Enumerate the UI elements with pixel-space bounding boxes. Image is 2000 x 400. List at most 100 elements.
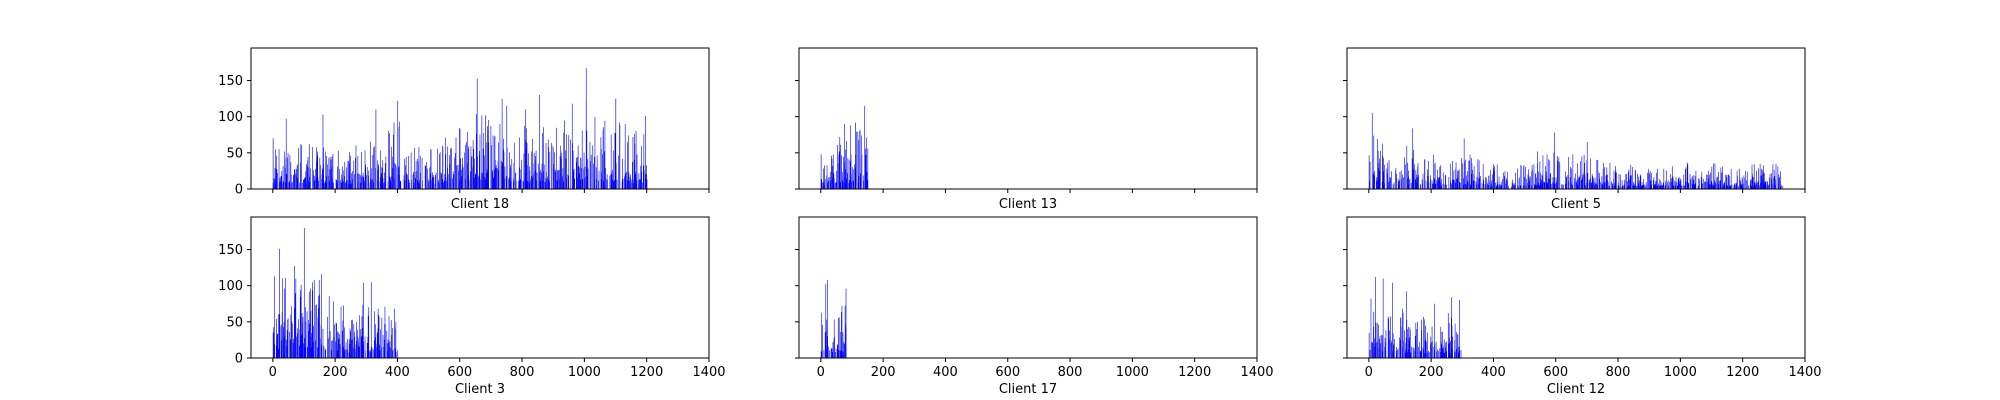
bar <box>1586 142 1588 189</box>
bar <box>1533 164 1535 189</box>
bar <box>1695 183 1696 189</box>
bar <box>1636 186 1638 189</box>
bar <box>337 150 339 189</box>
bar <box>316 161 318 189</box>
bar <box>821 179 823 189</box>
bar <box>441 173 442 189</box>
bar <box>1402 174 1403 189</box>
bar <box>568 181 569 189</box>
bar <box>1717 176 1718 189</box>
bar <box>1547 182 1548 189</box>
bar <box>317 151 318 189</box>
bar <box>833 178 835 189</box>
bar <box>1654 184 1656 189</box>
bar <box>833 319 835 358</box>
bar <box>1534 185 1536 189</box>
bar <box>1440 165 1442 189</box>
bar <box>381 317 383 358</box>
bar <box>277 172 278 189</box>
bar <box>461 176 462 189</box>
bar <box>360 336 362 358</box>
bar <box>387 350 389 358</box>
bar <box>426 162 427 189</box>
bar <box>291 321 293 358</box>
bar <box>374 311 375 358</box>
bar <box>1657 168 1658 189</box>
bar <box>403 175 405 189</box>
bar <box>344 327 345 358</box>
bar <box>456 165 457 189</box>
bar <box>361 174 363 189</box>
bar <box>460 158 461 189</box>
bar <box>415 171 417 189</box>
bar <box>283 181 284 189</box>
bar <box>1541 174 1543 189</box>
bar <box>863 180 864 189</box>
bar <box>865 170 867 189</box>
bar <box>1504 183 1506 189</box>
bar <box>1463 138 1465 189</box>
bar <box>622 179 623 189</box>
bar <box>312 290 313 358</box>
bar <box>498 170 499 189</box>
bar <box>1459 350 1461 358</box>
bar <box>639 179 641 189</box>
bar <box>279 314 280 358</box>
bar <box>1475 184 1477 189</box>
bar <box>549 151 551 189</box>
bar <box>1457 178 1459 189</box>
bar <box>1651 173 1652 189</box>
bar <box>835 348 837 358</box>
bar <box>1411 346 1412 358</box>
bar <box>842 351 843 358</box>
bar <box>1701 183 1703 189</box>
bar <box>415 160 417 189</box>
bar <box>486 168 488 189</box>
bar <box>323 180 325 189</box>
bar <box>333 337 335 358</box>
bar <box>1568 157 1569 189</box>
bar <box>1537 151 1538 189</box>
bar <box>1544 182 1545 189</box>
bar <box>341 182 342 189</box>
bar <box>1457 170 1459 189</box>
bar <box>384 172 385 189</box>
bar <box>1462 178 1464 189</box>
bar <box>1531 165 1533 189</box>
bar <box>1577 179 1579 189</box>
bar <box>336 323 337 358</box>
bar <box>563 132 565 189</box>
bar <box>1597 171 1599 189</box>
bar <box>349 328 351 358</box>
subplot-client-5: Client 5 <box>1343 47 1806 212</box>
bar <box>481 115 483 189</box>
bar <box>640 165 642 189</box>
bar <box>1594 177 1596 189</box>
bar <box>1500 181 1502 189</box>
bar <box>1599 183 1601 189</box>
bar <box>839 350 841 358</box>
bar <box>1512 183 1514 189</box>
bar <box>469 180 471 189</box>
bar <box>287 320 289 358</box>
bar <box>329 331 331 358</box>
bar <box>384 306 386 358</box>
bar <box>286 345 287 358</box>
bar <box>567 174 569 189</box>
bar <box>368 344 369 358</box>
bar <box>379 176 381 189</box>
bar <box>331 350 332 358</box>
bar <box>1762 179 1763 189</box>
bar <box>1580 179 1582 189</box>
bar <box>1605 174 1607 189</box>
bar <box>363 183 365 189</box>
bar <box>1420 352 1422 358</box>
bar <box>1591 174 1593 189</box>
bar <box>1678 183 1679 189</box>
bar <box>578 166 580 189</box>
bar <box>1708 170 1709 189</box>
bar <box>395 321 397 358</box>
bar <box>1566 177 1567 189</box>
bar <box>1742 186 1743 189</box>
bar <box>1781 185 1782 189</box>
